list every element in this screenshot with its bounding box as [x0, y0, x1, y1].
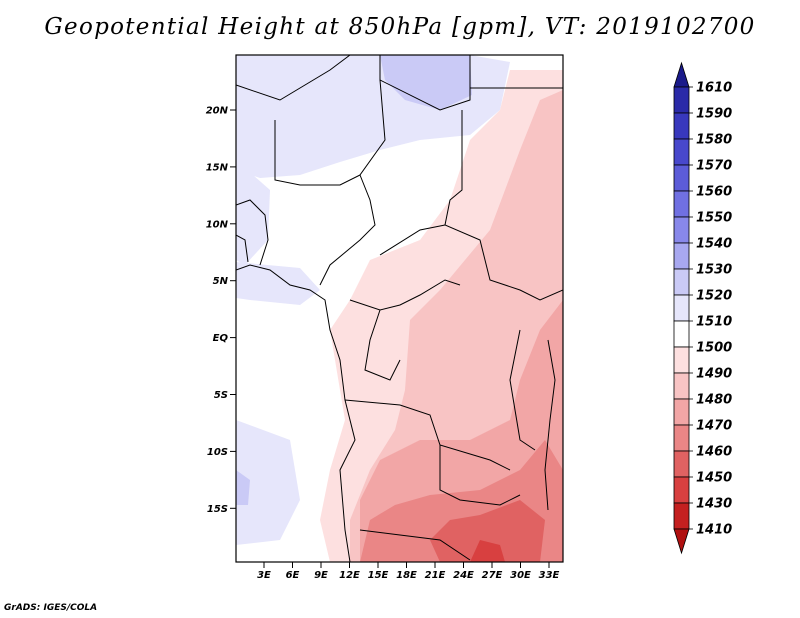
field-zone-1520-west [236, 160, 270, 265]
lat-label: 10N [206, 219, 229, 230]
lon-label: 27E [482, 570, 503, 581]
credit-text: GrADS: IGES/COLA [4, 603, 98, 613]
colorbar-label: 1460 [696, 445, 732, 460]
lat-label: 5N [213, 276, 229, 287]
lat-label: 5S [214, 390, 228, 401]
lon-label: 24E [453, 570, 474, 581]
colorbar-swatch [673, 268, 690, 296]
colorbar-cap-bottom [673, 528, 690, 555]
lat-label: 15S [207, 504, 228, 515]
colorbar-label: 1530 [696, 263, 732, 278]
lat-label: 20N [206, 106, 229, 117]
lon-label: 6E [286, 570, 300, 581]
colorbar-cap-top [673, 61, 690, 88]
colorbar-label: 1520 [696, 289, 732, 304]
lon-label: 3E [257, 570, 271, 581]
colorbar-label: 1450 [696, 471, 732, 486]
colorbar-swatch [673, 398, 690, 426]
colorbar-swatch [673, 476, 690, 504]
colorbar-label: 1540 [696, 237, 732, 252]
lon-label: 9E [314, 570, 328, 581]
lon-label: 33E [539, 570, 560, 581]
colorbar-swatch [673, 138, 690, 166]
colorbar-label: 1500 [696, 341, 732, 356]
colorbar-label: 1560 [696, 185, 732, 200]
colorbar-label: 1430 [696, 497, 732, 512]
colorbar-label: 1410 [696, 523, 732, 538]
field-zone-1530-south [236, 470, 250, 505]
colorbar-label: 1480 [696, 393, 732, 408]
colorbar-swatch [673, 242, 690, 270]
colorbar-swatch [673, 112, 690, 140]
lon-label: 30E [510, 570, 531, 581]
colorbar-swatch [673, 424, 690, 452]
colorbar-label: 1570 [696, 159, 732, 174]
colorbar-swatch [673, 190, 690, 218]
lat-label: 10S [207, 447, 228, 458]
field-zone-1520-coast [236, 262, 320, 305]
map-frame [235, 54, 564, 563]
colorbar: 1610 1590 1580 1570 1560 1550 1540 1530 1520 1510… [673, 61, 732, 555]
country-borders [236, 55, 563, 562]
colorbar-swatch [673, 450, 690, 478]
colorbar-swatch [673, 86, 690, 114]
lon-label: 21E [425, 570, 446, 581]
colorbar-swatch [673, 216, 690, 244]
colorbar-label: 1510 [696, 315, 732, 330]
lon-axis: 3E 6E 9E 12E 15E 18E 21E 24E 27E 30E 33E [257, 562, 560, 581]
colorbar-swatch [673, 372, 690, 400]
lon-label: 15E [368, 570, 389, 581]
field-zone-1450 [470, 540, 505, 562]
colorbar-label: 1580 [696, 133, 732, 148]
colorbar-swatch [673, 502, 690, 530]
colorbar-label: 1550 [696, 211, 732, 226]
colorbar-label: 1610 [696, 81, 732, 96]
height-field [236, 55, 563, 562]
colorbar-label: 1490 [696, 367, 732, 382]
lat-label: 15N [206, 162, 229, 173]
field-zone-1530 [380, 55, 472, 110]
colorbar-swatch [673, 294, 690, 322]
field-zone-1460 [430, 500, 545, 562]
colorbar-label: 1470 [696, 419, 732, 434]
lon-label: 12E [339, 570, 360, 581]
colorbar-swatch [673, 164, 690, 192]
colorbar-swatch [673, 346, 690, 374]
lat-axis: 20N 15N 10N 5N EQ 5S 10S 15S [206, 106, 236, 515]
colorbar-swatch [673, 320, 690, 348]
colorbar-label: 1590 [696, 107, 732, 122]
lat-label: EQ [213, 333, 229, 344]
field-zone-1520-south [236, 420, 300, 545]
lon-label: 18E [396, 570, 417, 581]
chart-title: Geopotential Height at 850hPa [gpm], VT:… [44, 14, 756, 40]
